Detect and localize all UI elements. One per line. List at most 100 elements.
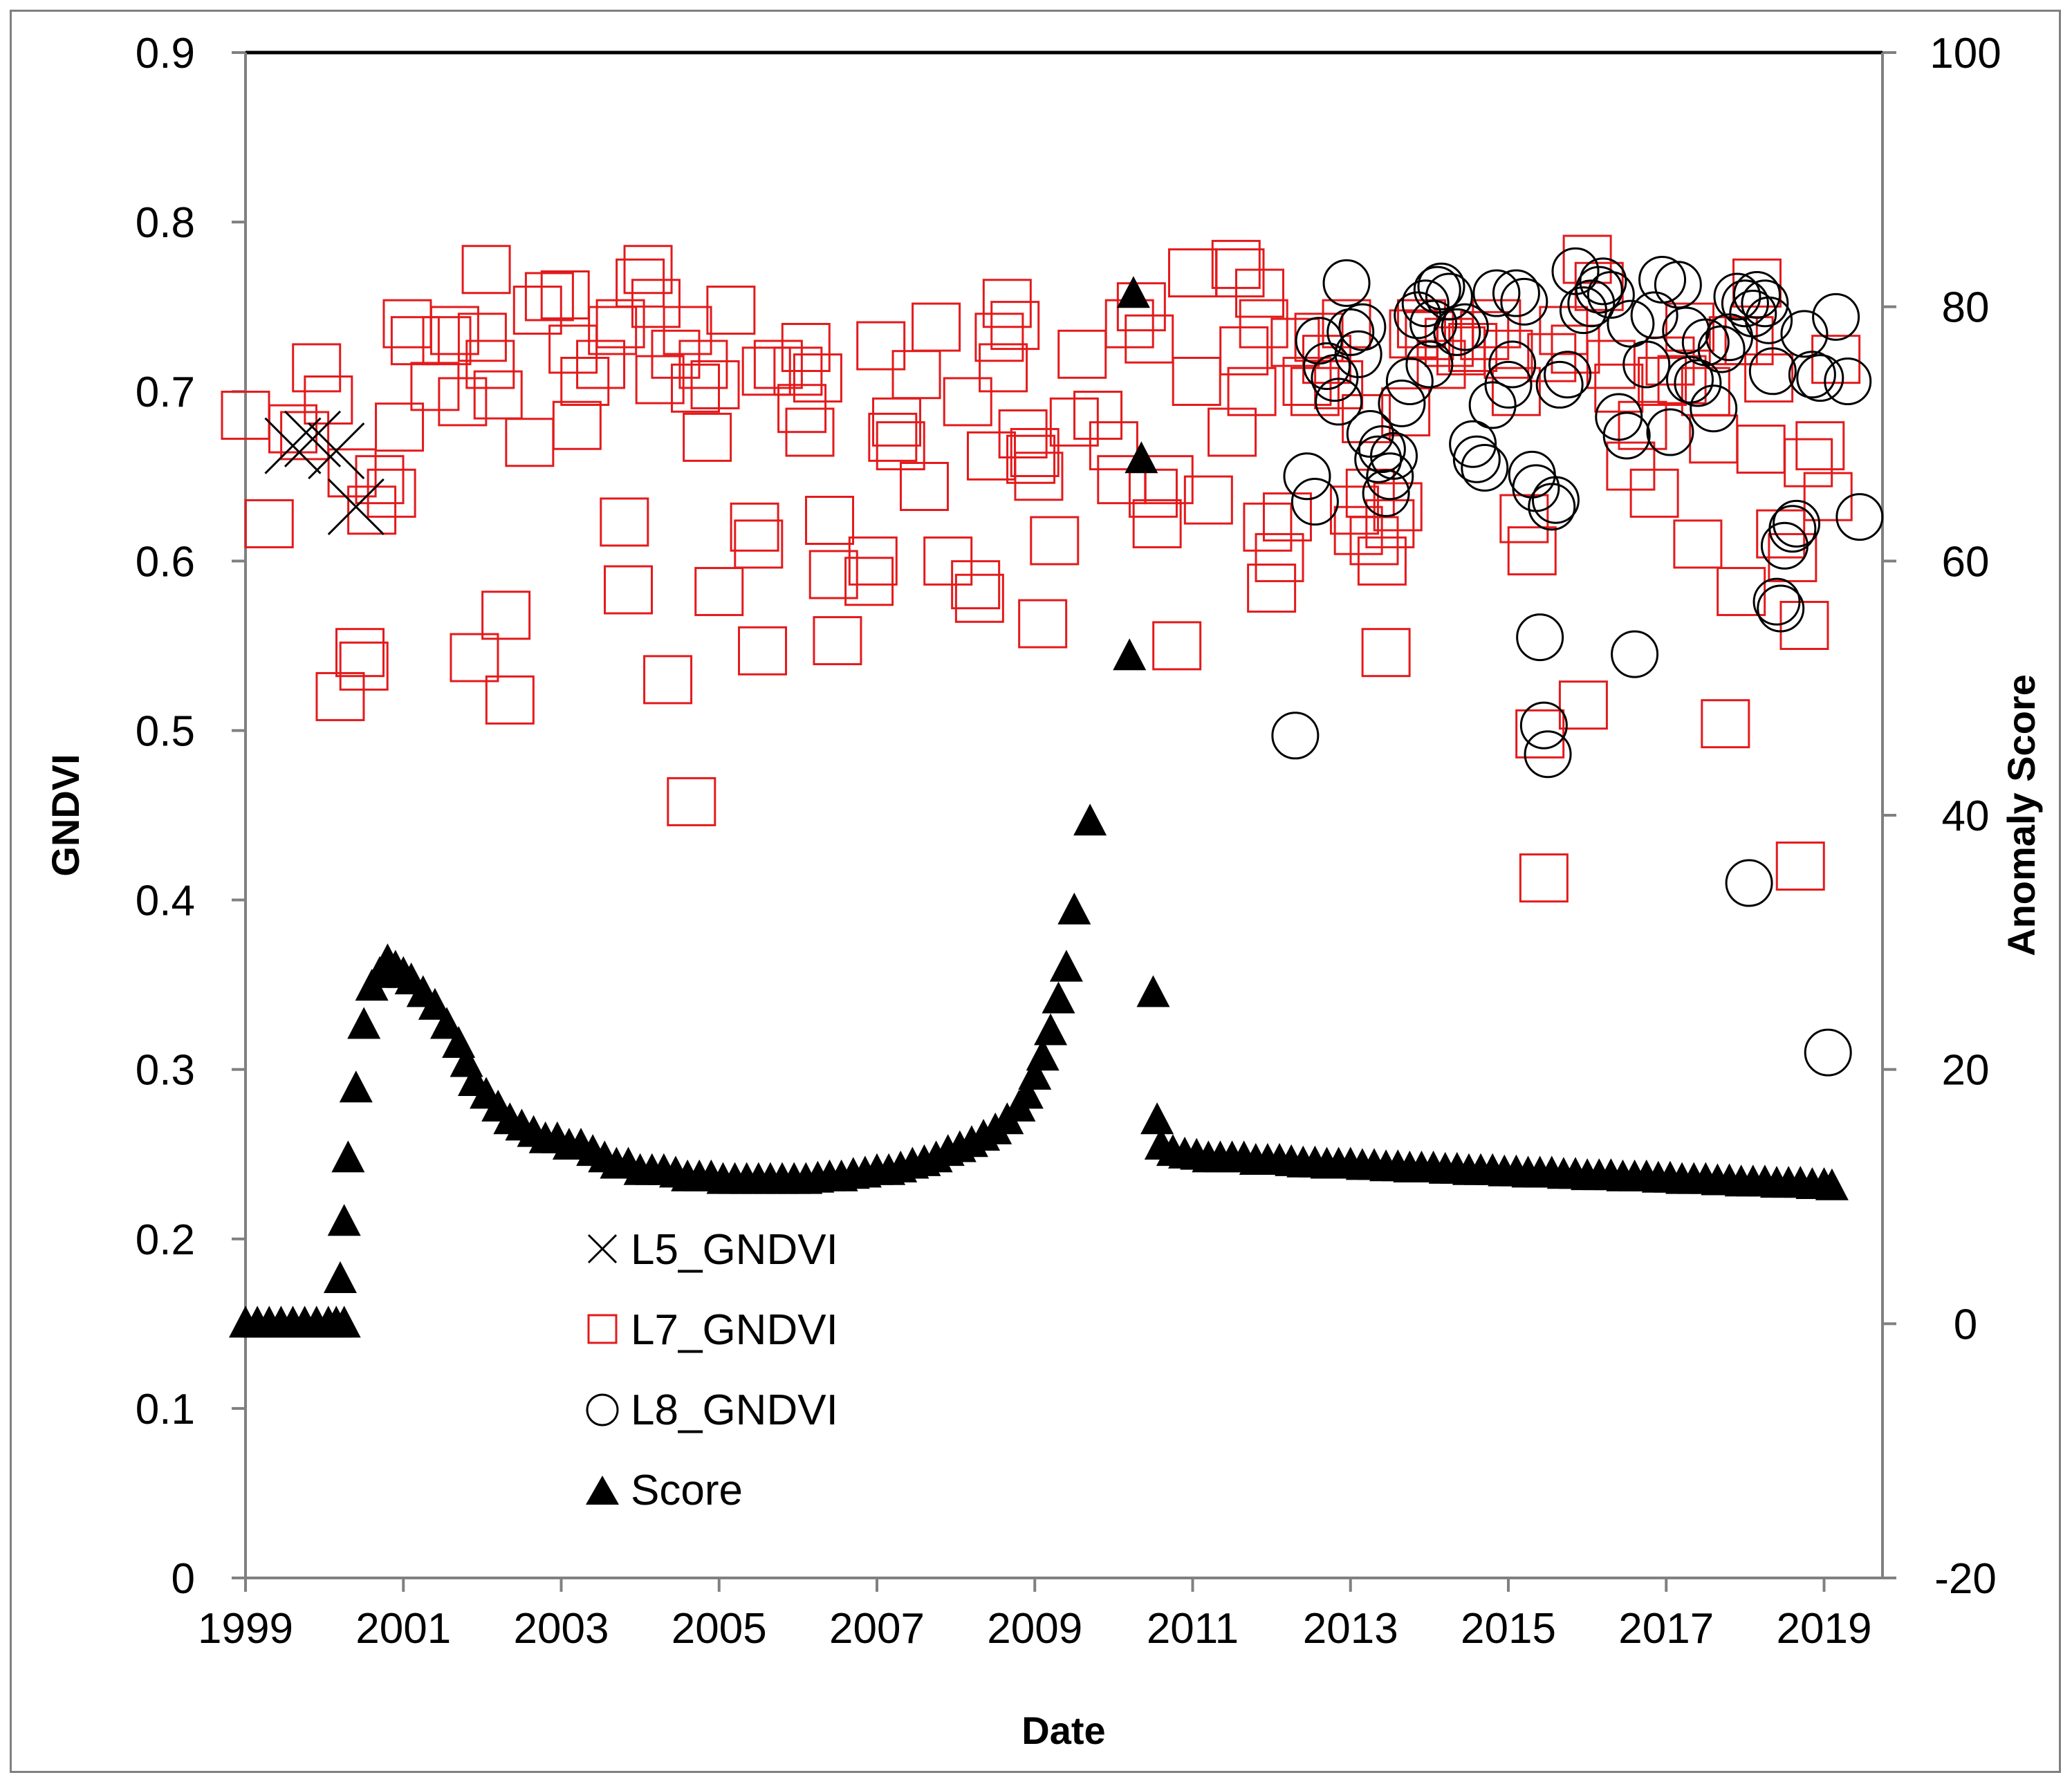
- l8-gndvi-point: [1378, 379, 1426, 427]
- l8-gndvi-point: [1796, 354, 1844, 402]
- l7-gndvi-point: [1057, 329, 1107, 379]
- l8-gndvi-point: [1295, 317, 1343, 365]
- l7-gndvi-point: [1215, 248, 1265, 298]
- y2-tick-label: 60: [1942, 538, 1990, 586]
- x-tick-label: 2005: [672, 1605, 767, 1653]
- l7-gndvi-point: [943, 377, 992, 427]
- l7-gndvi-point: [1329, 485, 1379, 535]
- l7-gndvi-point: [808, 550, 858, 600]
- score-point: [331, 1140, 365, 1173]
- l7-gndvi-point: [512, 286, 562, 335]
- l7-gndvi-point: [1775, 842, 1825, 891]
- l7-gndvi-point: [461, 245, 511, 295]
- x-tick-label: 1999: [198, 1605, 293, 1653]
- l8-gndvi-point: [1283, 452, 1331, 501]
- l7-gndvi-point: [1014, 452, 1064, 501]
- l7-gndvi-point: [457, 313, 507, 362]
- score-point: [1125, 441, 1158, 474]
- l8-gndvi-point: [1732, 271, 1781, 319]
- y2-axis-title: Anomaly Score: [1999, 674, 2043, 956]
- l7-gndvi-point: [631, 279, 681, 328]
- l8-gndvi-point: [1773, 499, 1821, 548]
- l8-gndvi-point: [1780, 310, 1829, 358]
- x-tick-label: 2007: [829, 1605, 925, 1653]
- l8-gndvi-point: [1646, 408, 1694, 456]
- l7-gndvi-point: [1132, 499, 1182, 548]
- l8-gndvi-point: [1768, 505, 1817, 553]
- l7-gndvi-point: [730, 502, 779, 552]
- l8-gndvi-point: [1535, 360, 1584, 409]
- legend-item-l5: L5_GNDVI: [587, 1226, 838, 1274]
- score-point: [1136, 975, 1170, 1007]
- l7-gndvi-point: [367, 468, 416, 518]
- l7-gndvi-point: [1227, 366, 1277, 416]
- l7-gndvi-point: [1361, 628, 1411, 678]
- l7-gndvi-point: [524, 272, 574, 322]
- l7-gndvi-point: [548, 324, 598, 374]
- l7-gndvi-point: [1373, 482, 1423, 532]
- l8-gndvi-point: [1370, 431, 1418, 480]
- l7-gndvi-point: [805, 496, 855, 546]
- l7-gndvi-point: [429, 306, 479, 355]
- score-point: [327, 1204, 361, 1236]
- l7-gndvi-point: [663, 306, 712, 355]
- score-point: [1049, 949, 1083, 982]
- score-point: [347, 1007, 381, 1039]
- l7-gndvi-point: [1701, 699, 1750, 749]
- l8-gndvi-point: [1567, 279, 1616, 328]
- y2-tick-label: 20: [1942, 1047, 1990, 1095]
- score-point: [1116, 276, 1150, 308]
- l8-gndvi-point: [1835, 493, 1884, 541]
- legend-label-l8: L8_GNDVI: [631, 1386, 838, 1434]
- l8-gndvi-point: [1721, 279, 1769, 328]
- l7-gndvi-point: [1638, 357, 1687, 407]
- l7-gndvi-point: [616, 258, 665, 308]
- y2-tick-label: 80: [1942, 284, 1990, 332]
- l7-gndvi-point: [1515, 709, 1565, 759]
- l8-gndvi-point: [1812, 292, 1860, 341]
- l7-gndvi-point: [1558, 680, 1608, 730]
- y-axis-title: GNDVI: [44, 754, 87, 876]
- l7-gndvi-point: [678, 340, 728, 389]
- l7-gndvi-point: [954, 573, 1004, 623]
- score-point: [1010, 1077, 1044, 1109]
- l7-gndvi-point: [552, 400, 602, 450]
- legend-item-l8: L8_GNDVI: [586, 1386, 838, 1434]
- l7-gndvi-point: [848, 536, 898, 586]
- plot-area: [244, 50, 1884, 1579]
- l7-gndvi-point: [1219, 326, 1269, 375]
- l8-gndvi-point: [1690, 384, 1738, 433]
- l7-gndvi-point: [1172, 357, 1221, 407]
- x-tick-label: 2001: [355, 1605, 451, 1653]
- score-point: [1140, 1102, 1174, 1135]
- ticks-layer: 1999 2001 2003 2005 2007 2009 2011 2013 2015 2017…: [136, 30, 2001, 1653]
- l8-gndvi-point: [1752, 577, 1801, 626]
- score-point: [323, 1261, 357, 1293]
- l8-gndvi-point: [1334, 330, 1382, 378]
- l8-gndvi-point: [1441, 303, 1489, 351]
- score-point: [418, 987, 452, 1020]
- y-tick-label: 0.2: [136, 1216, 195, 1264]
- l7-gndvi-point: [1152, 621, 1202, 671]
- y2-tick-label: 100: [1930, 30, 2001, 77]
- l8-gndvi-point: [1602, 411, 1651, 460]
- y-tick-label: 0.1: [136, 1386, 195, 1433]
- y2-tick-label: 0: [1954, 1301, 1977, 1348]
- l8-gndvi-point: [1725, 859, 1773, 907]
- l7-gndvi-point: [481, 591, 531, 640]
- l7-gndvi-point: [1018, 599, 1068, 649]
- l8-gndvi-point: [1500, 277, 1548, 326]
- l8-gndvi-point: [1630, 291, 1678, 340]
- legend: L5_GNDVI L7_GNDVI L8_GNDVI Score: [586, 1226, 838, 1514]
- y2-tick-label: 40: [1942, 792, 1990, 840]
- score-point: [1113, 638, 1147, 671]
- score-point: [430, 1007, 464, 1039]
- l7-gndvi-point: [540, 270, 590, 320]
- l7-gndvi-point: [868, 412, 918, 462]
- l7-gndvi-point: [1507, 526, 1557, 576]
- l7-gndvi-point: [450, 633, 499, 682]
- l7-gndvi-point: [1629, 468, 1679, 518]
- x-tick-label: 2017: [1618, 1605, 1714, 1653]
- l7-gndvi-point: [974, 313, 1024, 362]
